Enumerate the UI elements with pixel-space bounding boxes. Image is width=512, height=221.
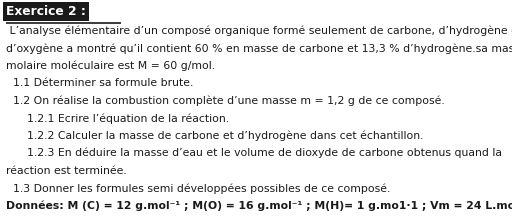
Text: Données: M (C) = 12 g.mol⁻¹ ; M(O) = 16 g.mol⁻¹ ; M(H)= 1 g.mo1·1 ; Vm = 24 L.mo: Données: M (C) = 12 g.mol⁻¹ ; M(O) = 16 … — [6, 200, 512, 211]
Text: d’oxygène a montré qu’il contient 60 % en masse de carbone et 13,3 % d’hydrogène: d’oxygène a montré qu’il contient 60 % e… — [6, 43, 512, 53]
Text: 1.2.1 Ecrire l’équation de la réaction.: 1.2.1 Ecrire l’équation de la réaction. — [6, 113, 229, 124]
Text: 1.2 On réalise la combustion complète d’une masse m = 1,2 g de ce composé.: 1.2 On réalise la combustion complète d’… — [6, 95, 445, 106]
Text: Exercice 2 :: Exercice 2 : — [6, 5, 86, 18]
Text: molaire moléculaire est M = 60 g/mol.: molaire moléculaire est M = 60 g/mol. — [6, 61, 215, 71]
Text: L’analyse élémentaire d’un composé organique formé seulement de carbone, d’hydro: L’analyse élémentaire d’un composé organ… — [6, 25, 512, 36]
Text: 1.1 Déterminer sa formule brute.: 1.1 Déterminer sa formule brute. — [6, 78, 194, 88]
Text: 1.2.2 Calculer la masse de carbone et d’hydrogène dans cet échantillon.: 1.2.2 Calculer la masse de carbone et d’… — [6, 130, 423, 141]
Text: 1.2.3 En déduire la masse d’eau et le volume de dioxyde de carbone obtenus quand: 1.2.3 En déduire la masse d’eau et le vo… — [6, 148, 502, 158]
Text: 1.3 Donner les formules semi développées possibles de ce composé.: 1.3 Donner les formules semi développées… — [6, 183, 390, 194]
Text: réaction est terminée.: réaction est terminée. — [6, 166, 127, 175]
